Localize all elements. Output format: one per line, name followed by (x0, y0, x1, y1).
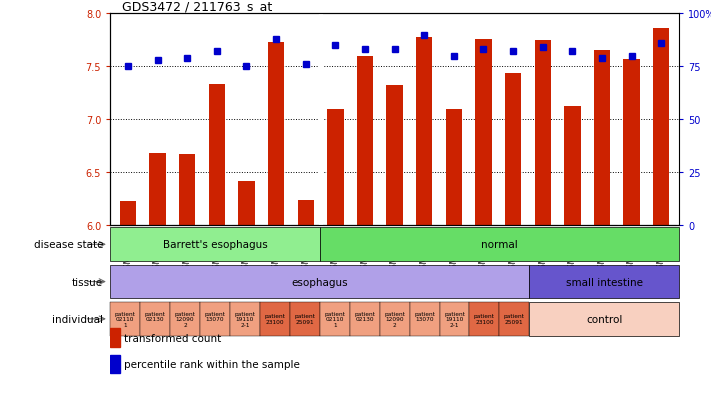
Bar (230, 302, 260, 336)
Bar (387, 86, 402, 225)
Text: normal: normal (481, 240, 518, 250)
Text: patient
25091: patient 25091 (294, 313, 315, 325)
Text: disease state: disease state (33, 240, 103, 250)
Text: patient
02130: patient 02130 (354, 311, 375, 328)
Bar (170, 302, 200, 336)
Bar (476, 40, 491, 225)
Bar (140, 302, 170, 336)
Bar (380, 302, 410, 336)
Bar (298, 201, 314, 225)
Bar (357, 57, 373, 225)
Bar (327, 109, 343, 225)
Text: patient
02110
1: patient 02110 1 (114, 311, 136, 328)
Text: patient
12090
2: patient 12090 2 (384, 311, 405, 328)
Bar (110, 302, 140, 336)
Bar (149, 154, 166, 225)
Text: patient
13070: patient 13070 (414, 311, 435, 328)
Text: control: control (586, 314, 622, 324)
Text: patient
19110
2-1: patient 19110 2-1 (235, 311, 255, 328)
Bar (110, 328, 120, 347)
Bar (469, 302, 499, 336)
Bar (110, 265, 529, 299)
Bar (320, 302, 350, 336)
Bar (238, 182, 255, 225)
Bar (565, 107, 580, 225)
Text: individual: individual (52, 314, 103, 324)
Bar (110, 228, 320, 261)
Bar (446, 109, 462, 225)
Bar (260, 302, 290, 336)
Bar (200, 302, 230, 336)
Bar (535, 41, 551, 225)
Text: GDS3472 / 211763_s_at: GDS3472 / 211763_s_at (122, 0, 272, 13)
Bar (416, 38, 432, 225)
Bar (209, 85, 225, 225)
Bar (120, 202, 136, 225)
Text: tissue: tissue (72, 277, 103, 287)
Bar (529, 302, 679, 336)
Bar (594, 51, 610, 225)
Text: Barrett's esophagus: Barrett's esophagus (163, 240, 267, 250)
Text: patient
23100: patient 23100 (474, 313, 495, 325)
Bar (624, 60, 640, 225)
Bar (499, 302, 529, 336)
Text: patient
02130: patient 02130 (144, 311, 166, 328)
Bar (350, 302, 380, 336)
Bar (110, 355, 120, 373)
Bar (653, 29, 669, 225)
Bar (529, 265, 679, 299)
Text: percentile rank within the sample: percentile rank within the sample (124, 359, 300, 369)
Text: esophagus: esophagus (292, 277, 348, 287)
Text: patient
02110
1: patient 02110 1 (324, 311, 345, 328)
Text: transformed count: transformed count (124, 333, 222, 343)
Bar (439, 302, 469, 336)
Text: patient
19110
2-1: patient 19110 2-1 (444, 311, 465, 328)
Bar (290, 302, 320, 336)
Bar (268, 43, 284, 225)
Text: patient
25091: patient 25091 (504, 313, 525, 325)
Bar (410, 302, 439, 336)
Text: patient
13070: patient 13070 (205, 311, 225, 328)
Text: small intestine: small intestine (566, 277, 643, 287)
Bar (505, 74, 521, 225)
Text: patient
23100: patient 23100 (264, 313, 285, 325)
Bar (179, 154, 196, 225)
Text: patient
12090
2: patient 12090 2 (175, 311, 196, 328)
Bar (320, 228, 679, 261)
